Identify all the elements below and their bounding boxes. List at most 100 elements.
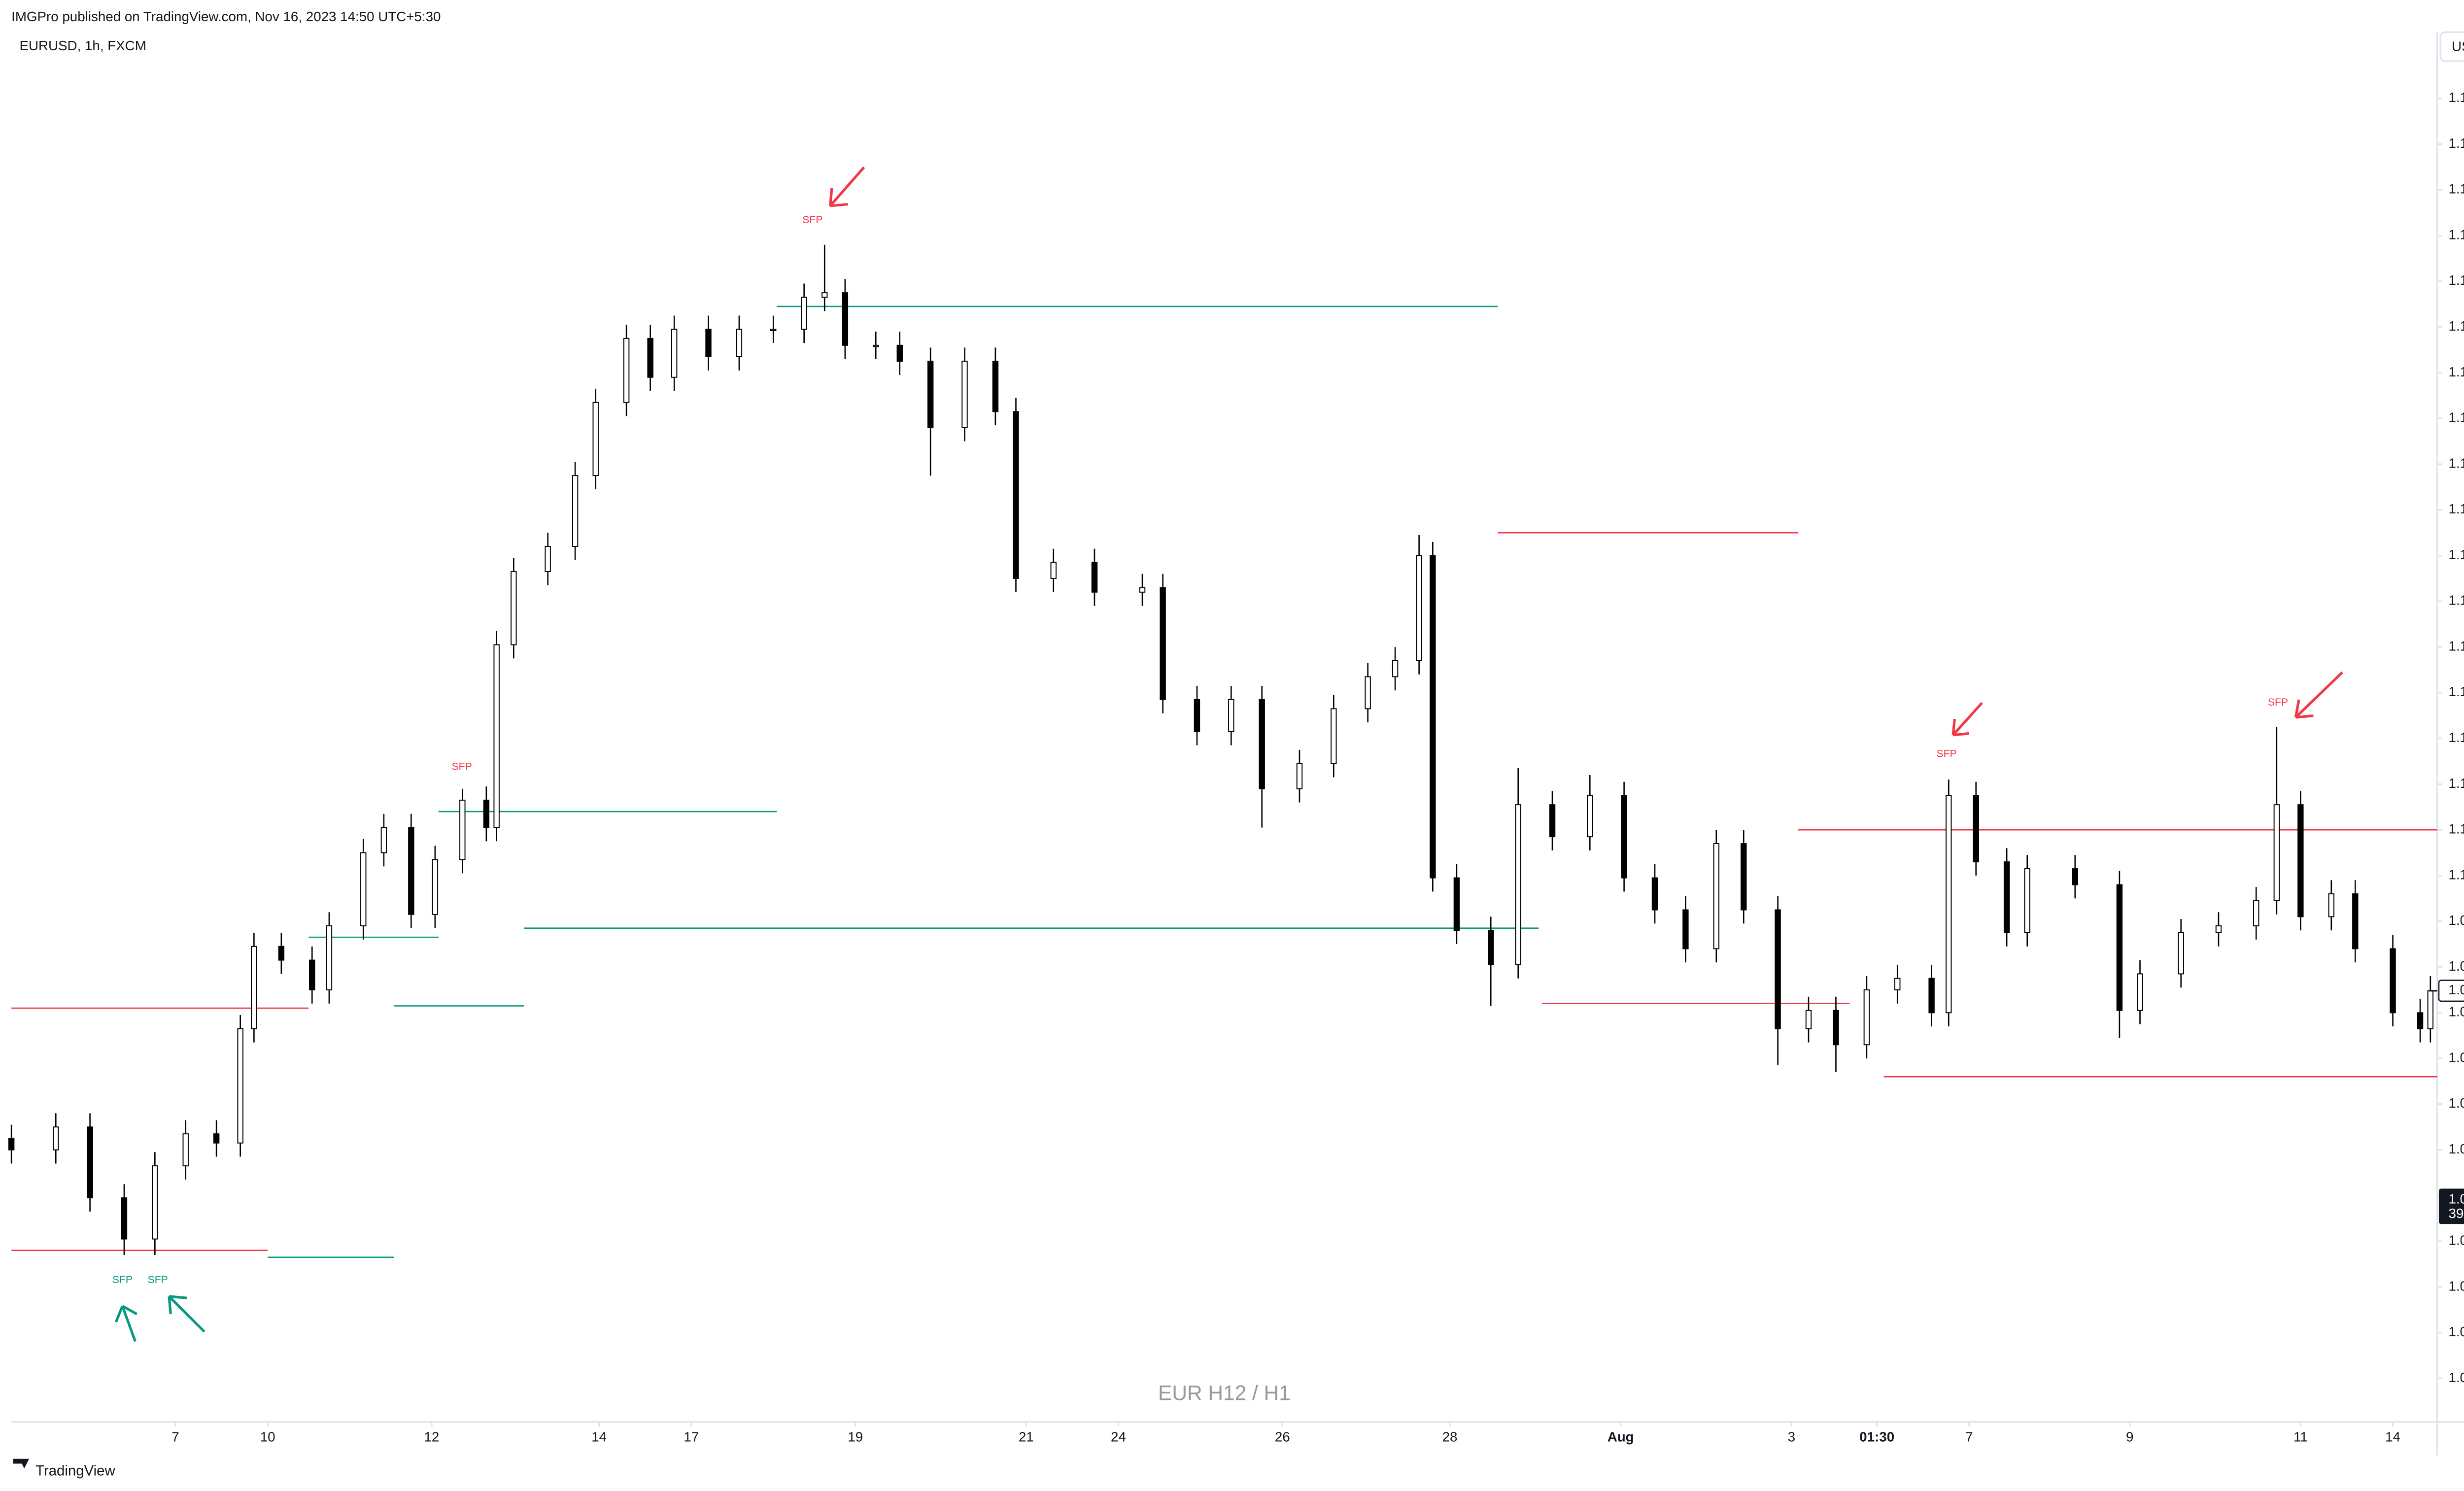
candle-body <box>1651 877 1658 911</box>
x-tick-label: 14 <box>2385 1429 2400 1445</box>
candle-body <box>1453 877 1460 931</box>
arrow <box>168 1295 205 1333</box>
candle-body <box>2352 893 2359 949</box>
x-tick-label: 24 <box>1111 1429 1126 1445</box>
candle-body <box>1973 795 1979 863</box>
y-tick-label: 1.12400 <box>2449 318 2464 334</box>
candle-body <box>309 959 315 990</box>
candles <box>8 244 2434 1255</box>
y-tick-label: 1.10000 <box>2449 867 2464 882</box>
watermark: EUR H12 / H1 <box>1158 1381 1291 1404</box>
candle-body <box>1296 763 1303 789</box>
candle-body <box>545 546 551 573</box>
x-tick-label: 10 <box>260 1429 275 1445</box>
candle-body <box>1259 699 1265 789</box>
candle-body <box>2273 804 2280 901</box>
y-tick-label: 1.13200 <box>2449 136 2464 151</box>
candle-body <box>432 859 439 915</box>
arrow <box>2294 671 2343 719</box>
x-tick-label: Aug <box>1608 1429 1634 1445</box>
annotation: SFP <box>112 1274 133 1286</box>
candle-body <box>896 344 903 362</box>
y-tick-label: 1.12600 <box>2449 272 2464 288</box>
x-tick-label: 19 <box>848 1429 863 1445</box>
candle-body <box>2024 868 2030 933</box>
candle-body <box>1775 909 1781 1029</box>
candle-body <box>213 1133 220 1144</box>
candle-body <box>121 1197 128 1240</box>
y-tick-label: 1.09400 <box>2449 1004 2464 1019</box>
x-tick-label: 17 <box>684 1429 699 1445</box>
candle-body <box>408 827 414 915</box>
y-tick-label: 1.11000 <box>2449 638 2464 653</box>
candle-body <box>671 329 678 378</box>
candle-body <box>483 799 490 828</box>
candle-body <box>1928 978 1935 1014</box>
x-tick-label: 01:30 <box>1859 1429 1894 1445</box>
candle-body <box>992 361 999 412</box>
candle-body <box>2116 884 2123 1011</box>
candle-body <box>801 297 807 330</box>
candle-body <box>2328 893 2334 917</box>
candle-body <box>251 946 257 1029</box>
y-tick-label: 1.08200 <box>2449 1278 2464 1293</box>
y-tick-label: 1.08800 <box>2449 1141 2464 1156</box>
x-tick-label: 21 <box>1019 1429 1034 1445</box>
candle-body <box>1160 587 1166 700</box>
y-tick-label: 1.13000 <box>2449 181 2464 197</box>
x-tick-label: 9 <box>2126 1429 2133 1445</box>
candle-body <box>2417 1012 2424 1029</box>
arrow <box>829 166 865 207</box>
candle-body <box>2390 948 2396 1014</box>
y-tick-label: 1.09000 <box>2449 1095 2464 1111</box>
y-tick-label: 1.07800 <box>2449 1370 2464 1385</box>
candle-body <box>592 402 599 476</box>
candle-body <box>237 1028 243 1144</box>
currency-button[interactable] <box>2439 31 2464 62</box>
candle-body <box>623 338 630 403</box>
arrows <box>114 166 2343 1342</box>
currency-label[interactable]: USD <box>2452 39 2464 54</box>
logo-icon[interactable] <box>13 1458 30 1469</box>
candle-body <box>1515 804 1521 965</box>
y-tick-label: 1.10600 <box>2449 730 2464 745</box>
candle-body <box>1549 804 1556 838</box>
annotation: SFP <box>452 761 472 773</box>
x-tick-label: 7 <box>171 1429 179 1445</box>
candle-body <box>1228 699 1234 732</box>
price-tag-countdown: 39:14 <box>2449 1206 2464 1221</box>
x-tick-label: 12 <box>424 1429 439 1445</box>
annotation: SFP <box>1936 748 1956 760</box>
candle-body <box>842 292 849 346</box>
x-tick-label: 14 <box>591 1429 607 1445</box>
candle-body <box>87 1126 93 1199</box>
candle-body <box>1833 1010 1839 1046</box>
candle-body <box>961 361 968 428</box>
y-tick-label: 1.10800 <box>2449 684 2464 699</box>
candle-body <box>1331 708 1337 764</box>
y-tick-label: 1.12200 <box>2449 364 2464 379</box>
annotation: SFP <box>148 1274 168 1286</box>
candle-body <box>873 344 879 347</box>
candle-body <box>1946 795 1952 1014</box>
y-tick-label: 1.12800 <box>2449 227 2464 242</box>
candle-body <box>770 329 777 331</box>
candle-body <box>2003 861 2010 933</box>
logo-text[interactable]: TradingView <box>35 1463 115 1479</box>
symbol-title: EURUSD, 1h, FXCM <box>19 38 146 53</box>
candle-body <box>1392 660 1399 678</box>
candle-body <box>380 827 387 853</box>
candle-body <box>360 852 367 927</box>
candle-body <box>53 1126 59 1151</box>
publisher-line: IMGPro published on TradingView.com, Nov… <box>11 9 441 24</box>
candle-body <box>1013 411 1019 579</box>
y-tick-label: 1.08000 <box>2449 1324 2464 1339</box>
candle-body <box>927 361 934 428</box>
y-tick-label: 1.13400 <box>2449 90 2464 105</box>
candle-body <box>1863 989 1870 1046</box>
candle-body <box>1430 555 1436 879</box>
candle-body <box>821 292 828 298</box>
arrow <box>114 1305 138 1342</box>
